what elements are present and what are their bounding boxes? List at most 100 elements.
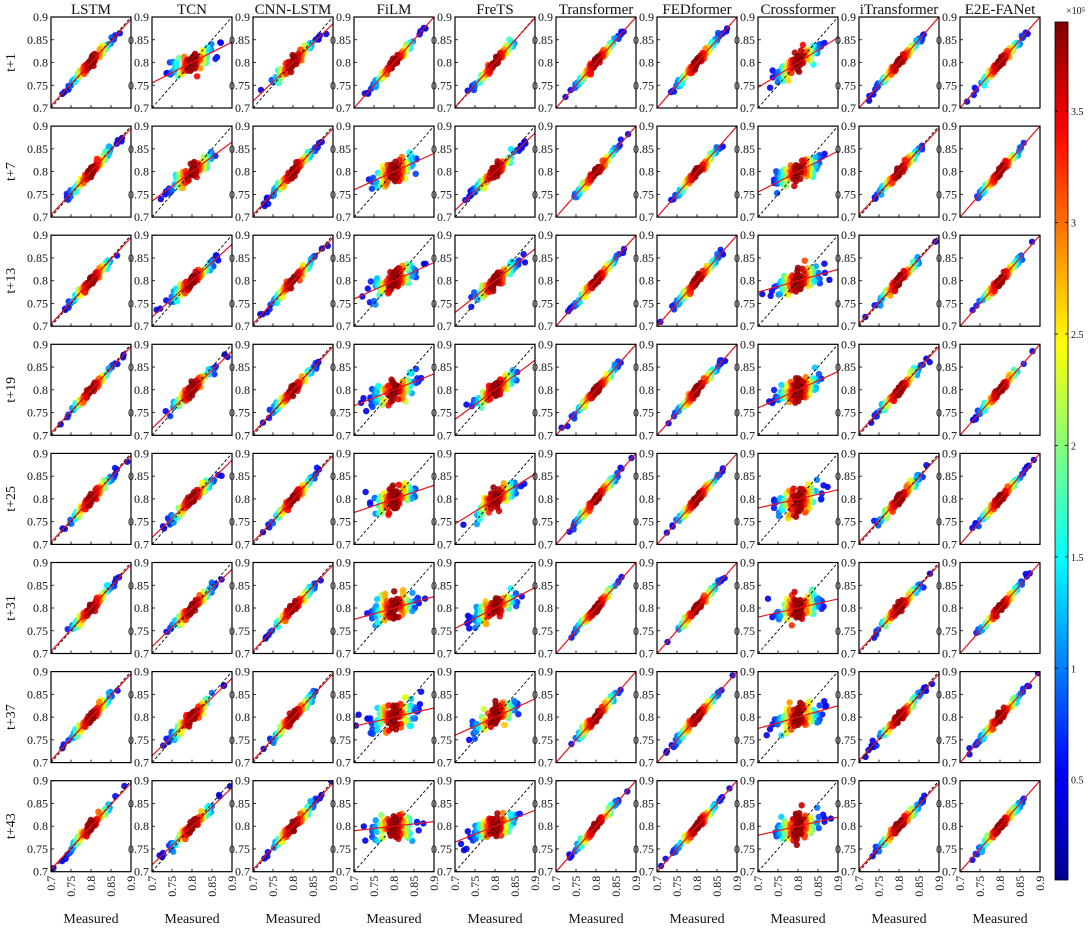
- y-tick-label: 0.8: [639, 165, 654, 179]
- scatter-point: [490, 287, 497, 295]
- panel-crossformer-tplus13: 0.70.750.80.850.9: [734, 228, 839, 333]
- y-tick-label: 0.85: [431, 33, 452, 47]
- scatter-point: [491, 381, 499, 388]
- column-title-tcn: TCN: [177, 2, 207, 18]
- scatter-point: [289, 51, 296, 59]
- scatter-point: [798, 157, 806, 164]
- scatter-point: [492, 391, 499, 398]
- y-tick-label: 0.9: [336, 337, 351, 351]
- scatter-point: [1020, 139, 1027, 147]
- scatter-point: [797, 47, 805, 54]
- scatter-point: [481, 185, 488, 192]
- scatter-point: [412, 170, 419, 177]
- y-tick-label: 0.75: [633, 406, 654, 420]
- point-cloud: [667, 25, 731, 96]
- y-tick-label: 0.8: [841, 274, 856, 288]
- scatter-point: [287, 68, 295, 76]
- scatter-point: [907, 368, 914, 375]
- y-tick-label: 0.9: [942, 228, 957, 242]
- y-tick-label: 0.7: [841, 210, 856, 224]
- y-tick-label: 0.8: [538, 56, 553, 70]
- y-tick-label: 0.75: [532, 296, 553, 310]
- scatter-point: [491, 273, 498, 280]
- scatter-point: [363, 407, 370, 415]
- row-headers: t+1t+7t+13t+19t+25t+31t+37t+43: [4, 53, 19, 839]
- panel-cnn-lstm-tplus1: 0.70.750.80.850.9: [229, 10, 334, 115]
- y-tick-label: 0.7: [33, 319, 48, 333]
- scatter-point: [901, 156, 908, 164]
- y-tick-label: 0.7: [538, 319, 553, 333]
- scatter-point: [795, 375, 802, 382]
- y-tick-label: 0.85: [532, 33, 553, 47]
- panel-fedformer-tplus7: 0.70.750.80.850.9: [633, 119, 738, 224]
- scatter-point: [157, 195, 164, 203]
- y-tick-label: 0.9: [841, 119, 856, 133]
- y-tick-label: 0.75: [27, 187, 48, 201]
- y-tick-label: 0.7: [942, 101, 957, 115]
- y-tick-label: 0.85: [229, 142, 250, 156]
- scatter-point: [767, 292, 774, 300]
- scatter-point: [217, 39, 224, 46]
- y-tick-label: 0.9: [437, 119, 452, 133]
- scatter-point: [390, 282, 398, 289]
- fit-line: [152, 41, 232, 84]
- row-title-tplus25: t+25: [4, 486, 19, 512]
- y-tick-label: 0.7: [639, 210, 654, 224]
- scatter-point: [390, 162, 398, 170]
- scatter-point: [173, 298, 181, 305]
- scatter-point: [167, 412, 174, 420]
- point-cloud: [463, 366, 521, 412]
- y-tick-label: 0.85: [431, 360, 452, 374]
- scatter-point: [791, 182, 798, 190]
- y-tick-label: 0.8: [740, 383, 755, 397]
- y-tick-label: 0.85: [734, 142, 755, 156]
- y-tick-label: 0.75: [936, 296, 957, 310]
- column-title-fedformer: FEDformer: [662, 2, 731, 18]
- point-cloud: [770, 150, 828, 197]
- y-tick-label: 0.8: [942, 274, 957, 288]
- y-tick-label: 0.85: [128, 33, 149, 47]
- scatter-point: [521, 259, 529, 266]
- y-tick-label: 0.75: [936, 78, 957, 92]
- y-tick-label: 0.85: [532, 142, 553, 156]
- fit-line: [758, 36, 838, 89]
- y-tick-label: 0.75: [734, 296, 755, 310]
- y-tick-label: 0.75: [229, 406, 250, 420]
- y-tick-label: 0.85: [734, 360, 755, 374]
- scatter-point: [390, 389, 398, 397]
- y-tick-label: 0.8: [538, 274, 553, 288]
- y-tick-label: 0.8: [841, 165, 856, 179]
- y-tick-label: 0.85: [330, 251, 351, 265]
- y-tick-label: 0.7: [134, 101, 149, 115]
- point-cloud: [865, 31, 927, 104]
- fit-line: [253, 237, 333, 325]
- scatter-point: [785, 77, 792, 84]
- row-title-tplus19: t+19: [4, 377, 19, 403]
- y-tick-label: 0.7: [740, 101, 755, 115]
- panel-frets-tplus19: 0.70.750.80.850.9: [431, 337, 536, 442]
- scatter-point: [973, 302, 980, 309]
- y-tick-label: 0.85: [936, 251, 957, 265]
- y-tick-label: 0.75: [27, 406, 48, 420]
- y-tick-label: 0.8: [437, 383, 452, 397]
- scatter-point: [492, 53, 500, 61]
- fit-line: [657, 344, 737, 436]
- scatter-point: [490, 174, 497, 181]
- y-tick-label: 0.8: [538, 383, 553, 397]
- fit-line: [51, 237, 131, 325]
- point-cloud: [969, 238, 1036, 314]
- column-title-frets: FreTS: [476, 2, 514, 18]
- fit-line: [556, 344, 636, 436]
- fit-line: [455, 248, 535, 314]
- scatter-point: [815, 370, 823, 378]
- scatter-point: [826, 276, 833, 283]
- y-tick-label: 0.7: [538, 428, 553, 442]
- y-tick-label: 0.9: [740, 119, 755, 133]
- y-tick-label: 0.75: [835, 187, 856, 201]
- y-tick-label: 0.85: [229, 360, 250, 374]
- y-tick-label: 0.9: [740, 228, 755, 242]
- fit-line: [556, 126, 636, 218]
- y-tick-label: 0.8: [235, 383, 250, 397]
- y-tick-label: 0.8: [841, 56, 856, 70]
